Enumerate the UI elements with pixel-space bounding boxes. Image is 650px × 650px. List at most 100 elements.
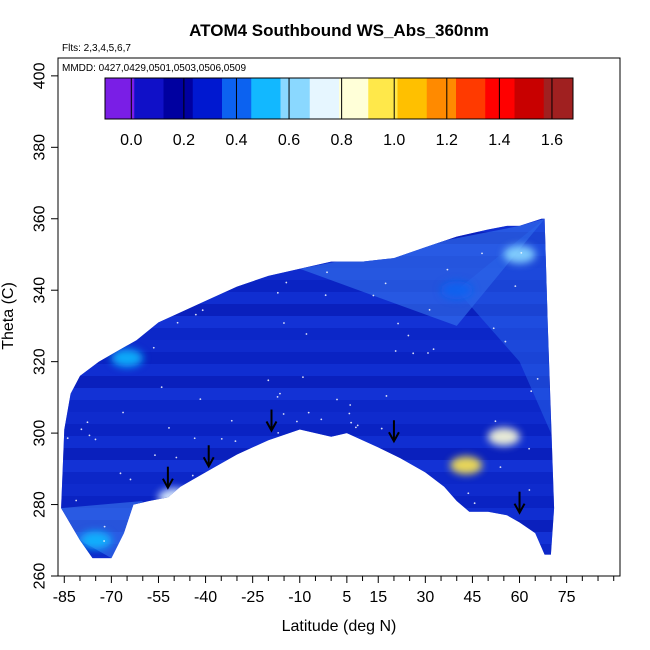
x-tick-label: 15: [369, 589, 387, 606]
light-wedge: [456, 218, 551, 434]
heatmap-band: [61, 340, 555, 352]
sample-dot: [290, 245, 293, 248]
sample-dot: [384, 499, 386, 502]
sample-dot: [530, 390, 533, 393]
arrow-head: [202, 456, 215, 469]
colorbar-swatch: [543, 78, 574, 119]
heatmap-band: [61, 460, 555, 472]
sample-dot: [385, 395, 388, 397]
sample-dot: [201, 309, 204, 312]
sample-dot: [499, 466, 502, 469]
sample-dot: [394, 350, 397, 352]
heatmap-band: [61, 376, 555, 388]
heatmap-band: [61, 508, 555, 520]
sample-dot: [320, 418, 323, 421]
x-tick-label: 75: [558, 589, 576, 606]
heatmap-band: [61, 364, 555, 376]
x-tick-label: -85: [53, 589, 76, 606]
sample-dot: [176, 321, 179, 324]
sample-dot: [138, 311, 140, 314]
sample-dot: [283, 322, 285, 324]
heatmap-band: [61, 472, 555, 484]
sample-dot: [494, 420, 497, 423]
y-tick-label: 400: [32, 62, 49, 89]
sample-dot: [100, 278, 103, 281]
sample-dot: [101, 279, 104, 282]
arrow-head: [162, 478, 174, 490]
sample-dot: [333, 539, 336, 542]
sample-dot: [103, 525, 106, 528]
sample-dot: [199, 398, 202, 401]
sample-dot: [504, 340, 507, 343]
sample-dot: [328, 245, 331, 248]
colorbar-tick-label: 0.6: [278, 132, 300, 149]
chart-title: ATOM4 Southbound WS_Abs_360nm: [189, 21, 489, 40]
colorbar-swatch: [397, 78, 428, 119]
x-tick-label: -25: [241, 589, 264, 606]
sample-dot: [428, 308, 431, 311]
sample-dot: [149, 531, 151, 534]
y-tick-label: 300: [32, 420, 49, 447]
sample-dot: [234, 440, 237, 443]
sample-dot: [146, 247, 149, 250]
sample-dot: [424, 506, 427, 509]
arrow-head: [265, 421, 278, 433]
sample-dot: [175, 456, 178, 459]
sample-dot: [191, 474, 194, 477]
heatmap-band: [61, 520, 555, 532]
sample-dot: [372, 294, 375, 297]
dates-note: MMDD: 0427,0429,0501,0503,0506,0509: [62, 63, 246, 74]
colorbar-frame: [104, 77, 574, 120]
sample-dot: [102, 265, 104, 268]
heatmap-band: [61, 352, 555, 364]
colorbar-swatch: [134, 78, 164, 119]
sample-dot: [88, 434, 91, 437]
colorbar-swatch: [192, 78, 223, 119]
light-wedge: [61, 500, 143, 559]
sample-dot: [286, 252, 289, 255]
x-tick-label: 30: [416, 589, 434, 606]
colorbar-tick-label: 0.2: [173, 132, 195, 149]
y-axis: 260 280 300 320 340 360 380 400: [32, 62, 58, 590]
heatmap-band: [61, 436, 555, 448]
colorbar-swatch: [456, 78, 486, 119]
sample-dot: [122, 411, 124, 414]
sample-dot: [267, 379, 270, 382]
sample-dot: [384, 282, 387, 285]
colorbar-swatch: [280, 78, 311, 119]
sample-dot: [86, 421, 89, 424]
sample-dot: [103, 540, 105, 542]
arrow-head: [388, 431, 400, 444]
sample-dot: [276, 395, 279, 398]
sample-dot: [152, 346, 155, 349]
y-tick-label: 340: [32, 277, 49, 304]
heatmap-band: [61, 316, 555, 328]
y-tick-label: 260: [32, 563, 49, 590]
colorbar-swatch: [368, 78, 398, 119]
heatmap-band: [61, 400, 555, 412]
heatmap-hotspot: [450, 456, 483, 475]
sample-dot: [75, 499, 78, 502]
heatmap-band: [61, 448, 555, 460]
heatmap-hotspot: [158, 488, 191, 507]
sample-dot: [481, 252, 483, 255]
sample-dot: [329, 446, 332, 448]
sample-dot: [77, 364, 80, 367]
sample-dot: [350, 421, 353, 424]
sample-dot: [492, 327, 495, 330]
sample-dot: [528, 447, 531, 450]
heatmap-band: [61, 496, 555, 508]
sample-dot: [143, 546, 146, 549]
sample-dot: [392, 495, 395, 498]
heatmap-hotspot: [79, 531, 112, 550]
sample-dot: [305, 333, 308, 335]
sample-dot: [397, 322, 399, 325]
sample-dot: [129, 478, 132, 481]
heatmap-band: [61, 412, 555, 424]
sample-dot: [175, 294, 178, 297]
sample-dot: [168, 427, 170, 429]
sample-dot: [154, 454, 156, 456]
sample-dot: [179, 278, 182, 280]
sample-dot: [160, 386, 163, 389]
